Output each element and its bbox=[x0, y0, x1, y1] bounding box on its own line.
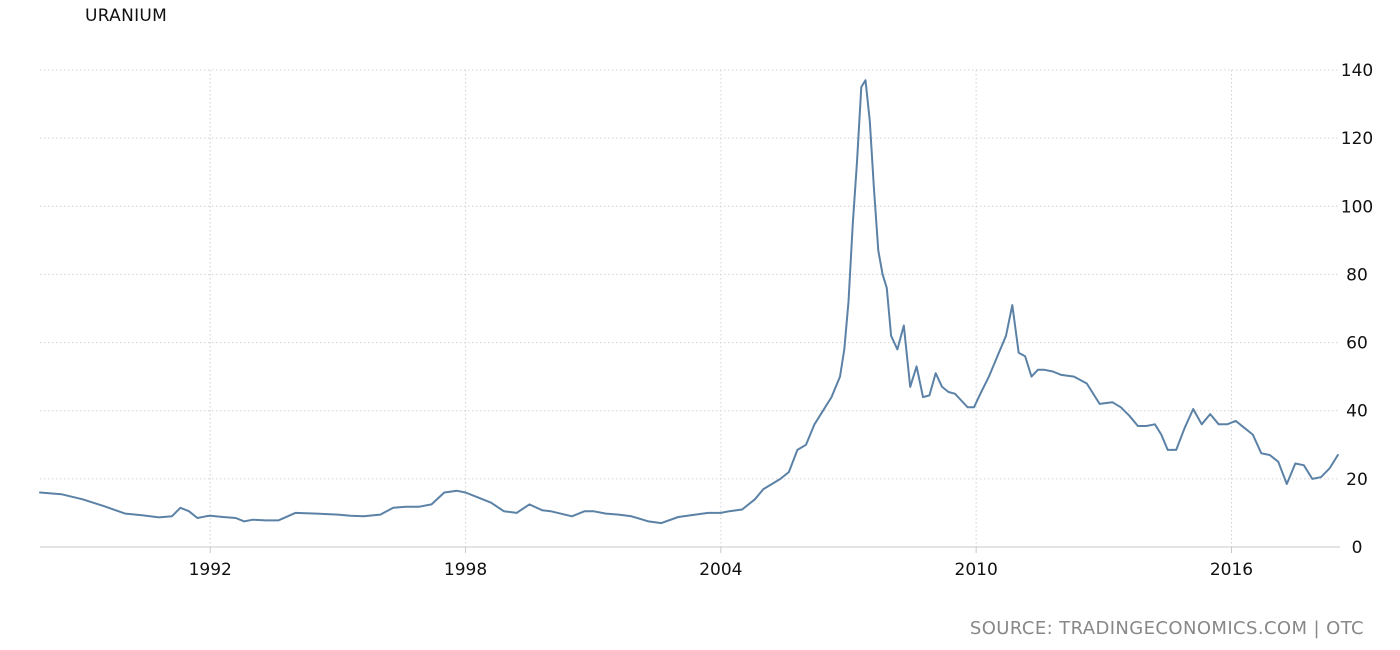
y-axis-tick-labels: 0 20 40 60 80 100 120 140 bbox=[1341, 61, 1373, 558]
x-tick-label: 2016 bbox=[1210, 560, 1253, 580]
series-layer bbox=[39, 79, 1339, 525]
x-axis-tick-labels: 1992 1998 2004 2010 2016 bbox=[189, 560, 1254, 580]
x-tick-label: 1992 bbox=[189, 560, 232, 580]
series-line bbox=[39, 79, 1339, 525]
y-tick-label: 140 bbox=[1341, 61, 1373, 81]
y-tick-label: 80 bbox=[1346, 265, 1368, 285]
x-tick-label: 2010 bbox=[955, 560, 998, 580]
grid-lines bbox=[40, 69, 1340, 553]
x-tick-label: 1998 bbox=[444, 560, 487, 580]
source-attribution: SOURCE: TRADINGECONOMICS.COM | OTC bbox=[969, 618, 1364, 639]
y-tick-label: 100 bbox=[1341, 197, 1373, 217]
y-tick-label: 120 bbox=[1341, 129, 1373, 149]
y-tick-label: 0 bbox=[1352, 538, 1363, 558]
y-tick-label: 20 bbox=[1346, 470, 1368, 490]
y-tick-label: 60 bbox=[1346, 334, 1368, 354]
x-tick-label: 2004 bbox=[699, 560, 742, 580]
y-tick-label: 40 bbox=[1346, 402, 1368, 422]
chart-title: URANIUM bbox=[85, 6, 168, 26]
